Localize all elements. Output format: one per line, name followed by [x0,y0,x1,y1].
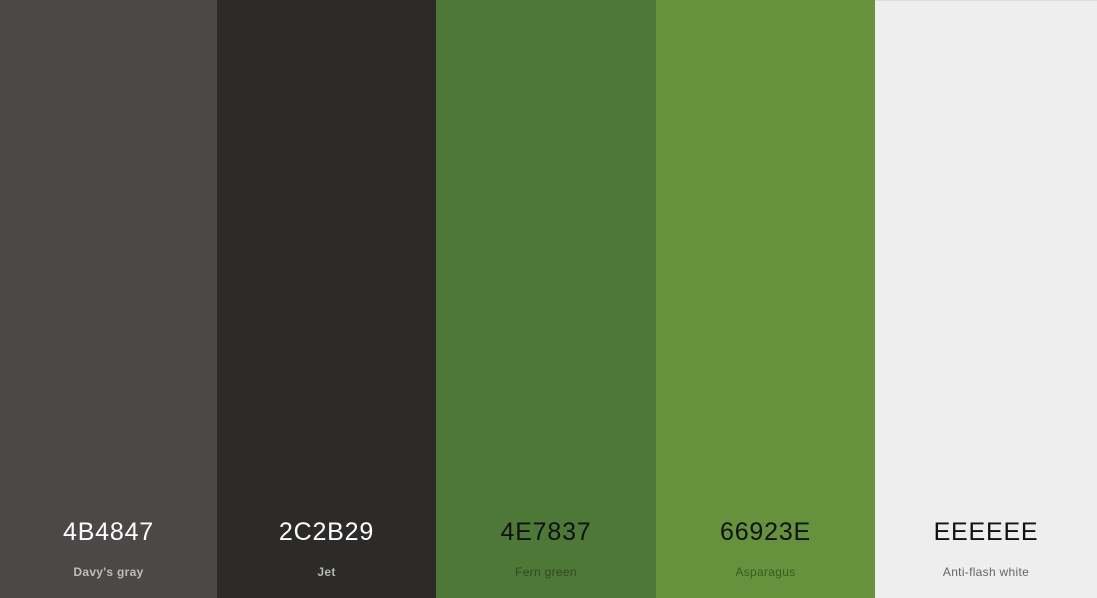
swatch-color-name: Anti-flash white [942,565,1030,579]
swatch-fern-green[interactable]: 4E7837 Fern green [436,0,656,598]
swatch-jet[interactable]: 2C2B29 Jet [217,0,436,598]
swatch-hex-code[interactable]: 4B4847 [63,518,154,546]
swatch-hex-code[interactable]: 2C2B29 [278,518,375,546]
swatch-hex-code[interactable]: 4E7837 [500,518,592,546]
swatch-hex-code[interactable]: 66923E [720,518,811,546]
swatch-color-name: Jet [317,565,336,579]
swatch-asparagus[interactable]: 66923E Asparagus [656,0,875,598]
swatch-color-name: Asparagus [735,565,796,579]
swatch-hex-code[interactable]: EEEEEE [933,518,1039,546]
swatch-davys-gray[interactable]: 4B4847 Davy's gray [0,0,217,598]
swatch-anti-flash-white[interactable]: EEEEEE Anti-flash white [875,0,1097,598]
swatch-color-name: Fern green [515,565,577,579]
swatch-top-border [875,0,1097,1]
swatch-color-name: Davy's gray [73,565,144,579]
